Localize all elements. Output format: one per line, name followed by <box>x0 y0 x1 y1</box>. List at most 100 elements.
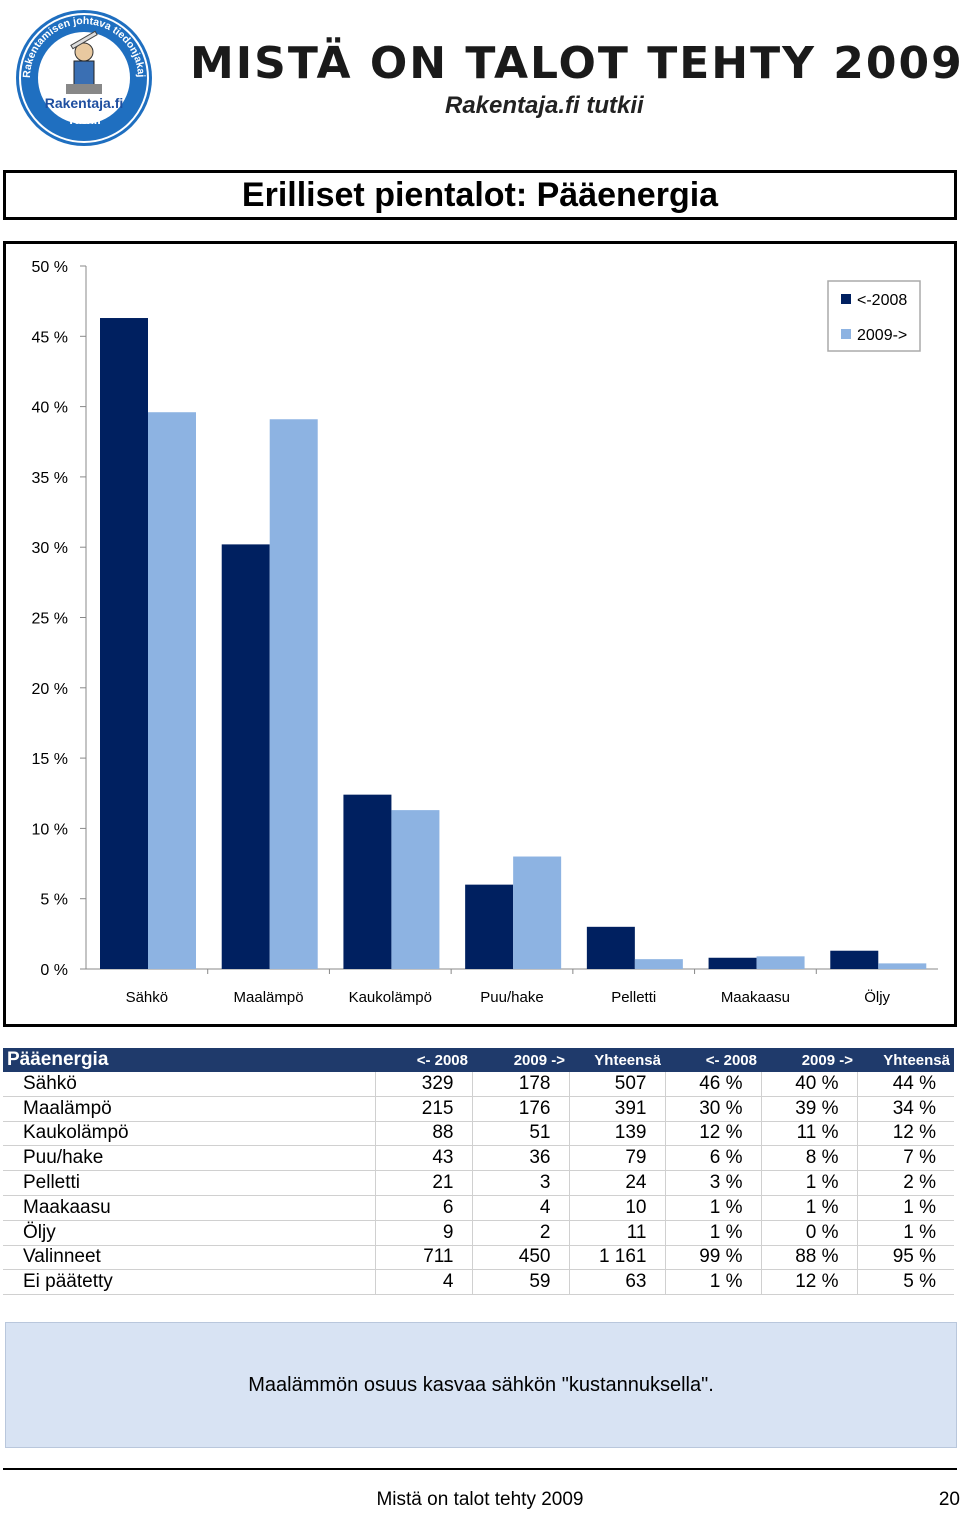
y-tick-label: 20 % <box>32 681 68 698</box>
bar-2008-2 <box>343 794 392 969</box>
y-tick-label: 5 % <box>40 892 68 909</box>
y-tick-label: 45 % <box>32 329 68 346</box>
bar-2008-0 <box>100 318 148 970</box>
legend-swatch <box>841 329 851 339</box>
footer-divider <box>3 1468 957 1470</box>
table-row: Maakaasu 6 4 10 1 % 1 % 1 % <box>3 1195 954 1221</box>
x-tick-label: Sähkö <box>126 989 169 1006</box>
table-cell: 12 % <box>760 1269 857 1296</box>
y-tick-label: 40 % <box>32 400 68 417</box>
row-label: Maalämpö <box>3 1096 375 1122</box>
table-header-cell: Yhteensä <box>857 1048 954 1072</box>
table-cell: 11 <box>568 1220 665 1246</box>
table-cell: 21 <box>374 1170 472 1196</box>
table-cell: 1 % <box>856 1220 954 1246</box>
table-cell: 88 <box>374 1121 472 1147</box>
page-header: Rakentamisen johtava tiedonjakaja Rakent… <box>0 0 960 160</box>
table-cell: 44 % <box>856 1072 954 1097</box>
table-cell: 1 % <box>664 1269 761 1296</box>
section-title: Erilliset pientalot: Pääenergia <box>241 175 719 214</box>
footer-text: Mistä on talot tehty 2009 <box>376 1489 584 1510</box>
table-cell: 6 % <box>664 1145 761 1172</box>
table-cell: 51 <box>471 1121 569 1147</box>
legend-swatch <box>841 294 851 304</box>
table-cell: 450 <box>471 1245 569 1271</box>
table-row: Kaukolämpö 88 51 139 12 % 11 % 12 % <box>3 1121 954 1147</box>
table-cell: 4 <box>471 1195 569 1221</box>
table-row: Pelletti 21 3 24 3 % 1 % 2 % <box>3 1170 954 1196</box>
bar-chart: 0 % 5 % 10 % 15 % 20 % 25 % 30 % 35 % 40 % 45 % 50… <box>32 259 938 1006</box>
table-header-cell: Pääenergia <box>3 1048 375 1072</box>
note-text: Maalämmön osuus kasvaa sähkön "kustannuk… <box>248 1373 714 1396</box>
y-axis: 0 % 5 % 10 % 15 % 20 % 25 % 30 % 35 % 40 % 45 % 50… <box>32 259 938 1006</box>
y-tick-label: 15 % <box>32 751 68 768</box>
table-row: Maalämpö 215 176 391 30 % 39 % 34 % <box>3 1096 954 1122</box>
report-title: MISTÄ ON TALOT TEHTY 2009 <box>190 38 960 89</box>
table-cell: 507 <box>568 1072 665 1097</box>
table-cell: 8 % <box>760 1145 857 1172</box>
rakentaja-logo: Rakentamisen johtava tiedonjakaja Rakent… <box>8 8 152 146</box>
row-label: Maakaasu <box>3 1195 375 1221</box>
row-label: Puu/hake <box>3 1145 375 1172</box>
table-cell: 43 <box>374 1145 472 1172</box>
y-tick-label: 25 % <box>32 611 68 628</box>
y-tick-label: 50 % <box>32 259 68 276</box>
table-cell: 11 % <box>760 1121 857 1147</box>
bar-2009-5 <box>756 956 805 969</box>
table-cell: 5 % <box>856 1269 954 1296</box>
bars <box>100 318 927 970</box>
bar-2008-6 <box>830 950 879 969</box>
bar-2009-1 <box>269 419 318 969</box>
table-header-cell: 2009 -> <box>472 1048 569 1072</box>
row-label: Pelletti <box>3 1170 375 1196</box>
table-cell: 6 <box>374 1195 472 1221</box>
table-cell: 59 <box>471 1269 569 1296</box>
bar-2008-3 <box>465 884 514 969</box>
y-tick-label: 10 % <box>32 821 68 838</box>
bar-2008-1 <box>221 544 270 969</box>
data-table: Pääenergia <- 2008 2009 -> Yhteensä <- 2008 2… <box>3 1048 954 1296</box>
row-label: Kaukolämpö <box>3 1121 375 1147</box>
bar-2009-6 <box>878 963 927 969</box>
table-cell: 1 % <box>760 1195 857 1221</box>
table-row: Ei päätetty 4 59 63 1 % 12 % 5 % <box>3 1269 954 1296</box>
table-cell: 2 <box>471 1220 569 1246</box>
table-cell: 1 % <box>760 1170 857 1196</box>
table-cell: 711 <box>374 1245 472 1271</box>
x-tick-label: Öljy <box>864 988 890 1006</box>
bar-2009-4 <box>634 959 683 969</box>
table-header-cell: <- 2008 <box>665 1048 761 1072</box>
table-cell: 139 <box>568 1121 665 1147</box>
table-cell: 12 % <box>856 1121 954 1147</box>
table-cell: 1 % <box>664 1195 761 1221</box>
legend-label: 2009-> <box>857 327 907 344</box>
table-header-cell: <- 2008 <box>375 1048 472 1072</box>
table-row: Öljy 9 2 11 1 % 0 % 1 % <box>3 1220 954 1246</box>
row-label: Valinneet <box>3 1245 375 1271</box>
table-row: Valinneet 711 450 1 161 99 % 88 % 95 % <box>3 1245 954 1271</box>
table-cell: 176 <box>471 1096 569 1122</box>
table-cell: 95 % <box>856 1245 954 1271</box>
x-tick-label: Maalämpö <box>234 989 304 1006</box>
table-cell: 30 % <box>664 1096 761 1122</box>
note-box: Maalämmön osuus kasvaa sähkön "kustannuk… <box>5 1322 957 1448</box>
table-header-cell: Yhteensä <box>569 1048 665 1072</box>
svg-text:Tutkii: Tutkii <box>67 112 101 127</box>
section-title-box: Erilliset pientalot: Pääenergia <box>3 170 957 220</box>
table-cell: 36 <box>471 1145 569 1172</box>
table-cell: 7 % <box>856 1145 954 1172</box>
table-cell: 9 <box>374 1220 472 1246</box>
table-cell: 1 % <box>664 1220 761 1246</box>
table-cell: 215 <box>374 1096 472 1122</box>
table-cell: 40 % <box>760 1072 857 1097</box>
table-cell: 12 % <box>664 1121 761 1147</box>
bar-2009-3 <box>513 856 562 969</box>
table-cell: 0 % <box>760 1220 857 1246</box>
report-subtitle: Rakentaja.fi tutkii <box>445 92 644 119</box>
row-label: Sähkö <box>3 1072 375 1097</box>
legend-label: <-2008 <box>857 292 907 309</box>
table-cell: 1 161 <box>568 1245 665 1271</box>
x-tick-label: Pelletti <box>611 989 656 1006</box>
table-cell: 79 <box>568 1145 665 1172</box>
table-cell: 24 <box>568 1170 665 1196</box>
